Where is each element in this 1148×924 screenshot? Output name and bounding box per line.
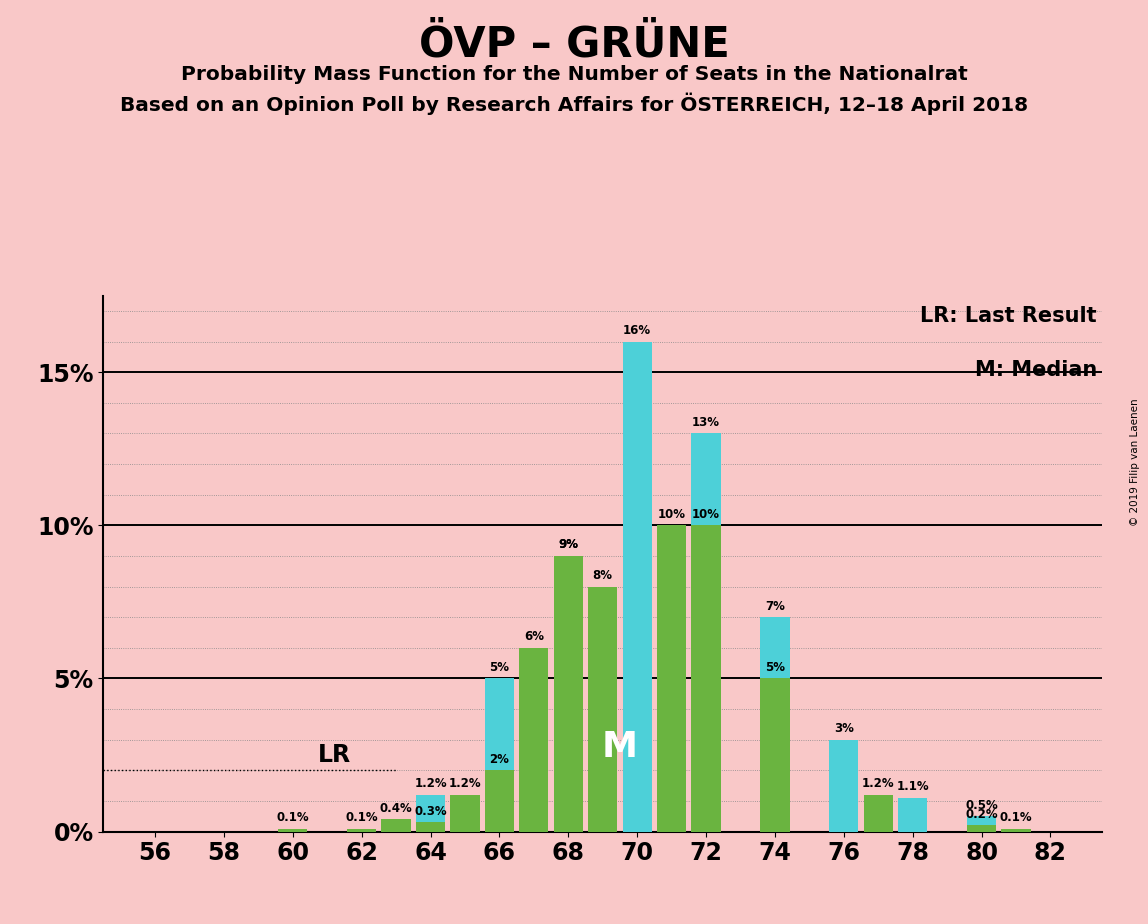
Text: 0.1%: 0.1%	[277, 811, 309, 824]
Bar	[829, 740, 859, 832]
Text: 0.1%: 0.1%	[1000, 811, 1032, 824]
Bar	[760, 678, 790, 832]
Bar	[1001, 829, 1031, 832]
Bar	[657, 526, 687, 832]
Text: 1.2%: 1.2%	[449, 777, 481, 790]
Text: 8%: 8%	[592, 569, 613, 582]
Text: 3%: 3%	[833, 723, 854, 736]
Bar	[691, 433, 721, 832]
Text: 5%: 5%	[765, 661, 785, 674]
Text: 9%: 9%	[558, 539, 579, 552]
Bar	[967, 825, 996, 832]
Bar	[416, 822, 445, 832]
Bar	[553, 556, 583, 832]
Bar	[967, 816, 996, 832]
Text: Based on an Opinion Poll by Research Affairs for ÖSTERREICH, 12–18 April 2018: Based on an Opinion Poll by Research Aff…	[119, 92, 1029, 115]
Bar	[484, 678, 514, 832]
Text: 5%: 5%	[489, 661, 510, 674]
Text: 1.1%: 1.1%	[897, 781, 929, 794]
Text: © 2019 Filip van Laenen: © 2019 Filip van Laenen	[1130, 398, 1140, 526]
Text: 1.2%: 1.2%	[862, 777, 894, 790]
Bar	[622, 342, 652, 832]
Bar	[898, 798, 928, 832]
Bar	[381, 820, 411, 832]
Bar	[278, 829, 308, 832]
Bar	[691, 526, 721, 832]
Text: LR: Last Result: LR: Last Result	[921, 307, 1097, 326]
Bar	[450, 795, 480, 832]
Text: 0.1%: 0.1%	[346, 811, 378, 824]
Text: 0.4%: 0.4%	[380, 802, 412, 815]
Bar	[760, 617, 790, 832]
Text: LR: LR	[318, 743, 350, 767]
Text: M: Median: M: Median	[975, 360, 1097, 380]
Text: M: M	[602, 730, 638, 764]
Text: 13%: 13%	[692, 416, 720, 429]
Text: 7%: 7%	[765, 600, 785, 613]
Text: 9%: 9%	[558, 539, 579, 552]
Bar	[519, 648, 549, 832]
Text: 0.5%: 0.5%	[965, 798, 998, 811]
Bar	[484, 771, 514, 832]
Text: 16%: 16%	[623, 324, 651, 337]
Bar	[588, 587, 618, 832]
Text: Probability Mass Function for the Number of Seats in the Nationalrat: Probability Mass Function for the Number…	[180, 65, 968, 84]
Text: 10%: 10%	[692, 508, 720, 521]
Text: 6%: 6%	[523, 630, 544, 643]
Text: 10%: 10%	[658, 508, 685, 521]
Bar	[347, 829, 377, 832]
Text: 1.2%: 1.2%	[414, 777, 447, 790]
Text: ÖVP – GRÜNE: ÖVP – GRÜNE	[419, 23, 729, 65]
Bar	[553, 556, 583, 832]
Bar	[863, 795, 893, 832]
Text: 0.2%: 0.2%	[965, 808, 998, 821]
Text: 0.3%: 0.3%	[414, 805, 447, 818]
Bar	[416, 795, 445, 832]
Text: 2%: 2%	[489, 753, 510, 766]
